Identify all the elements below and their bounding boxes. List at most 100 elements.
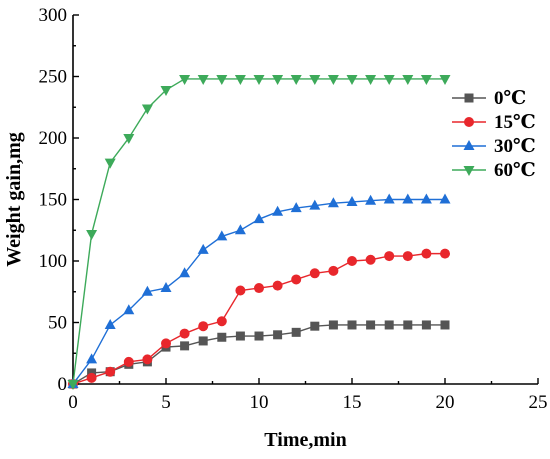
data-point bbox=[253, 213, 265, 224]
data-point bbox=[67, 380, 79, 390]
x-tick-label: 5 bbox=[161, 392, 171, 413]
data-point bbox=[383, 193, 395, 204]
data-point bbox=[160, 282, 172, 293]
data-point bbox=[291, 327, 301, 337]
data-point bbox=[421, 248, 432, 259]
data-point bbox=[309, 199, 321, 210]
legend-item: 30℃ bbox=[452, 136, 536, 157]
data-point bbox=[197, 74, 209, 85]
legend-marker bbox=[464, 93, 474, 103]
data-point bbox=[439, 74, 451, 85]
series-2 bbox=[67, 193, 451, 388]
data-point bbox=[104, 318, 116, 329]
legend-marker bbox=[463, 140, 475, 150]
y-tick-label: 0 bbox=[58, 374, 68, 395]
data-point bbox=[160, 86, 172, 97]
y-tick-label: 300 bbox=[39, 5, 68, 26]
data-point bbox=[86, 372, 97, 383]
y-tick-label: 250 bbox=[39, 67, 68, 88]
legend-marker bbox=[463, 166, 475, 176]
legend-item: 0℃ bbox=[452, 88, 526, 109]
x-tick-label: 15 bbox=[343, 392, 362, 413]
data-point bbox=[180, 341, 190, 351]
data-point bbox=[198, 321, 209, 332]
x-tick-label: 25 bbox=[529, 392, 548, 413]
y-tick-label: 200 bbox=[39, 128, 68, 149]
data-point bbox=[234, 74, 246, 85]
data-point bbox=[439, 193, 451, 204]
data-point bbox=[402, 193, 414, 204]
legend-marker bbox=[464, 117, 474, 127]
x-axis-title: Time,min bbox=[264, 429, 346, 451]
data-point bbox=[403, 320, 413, 330]
data-point bbox=[105, 366, 116, 377]
data-point bbox=[104, 158, 116, 169]
data-point bbox=[272, 205, 284, 216]
data-point bbox=[383, 74, 395, 85]
data-point bbox=[141, 285, 153, 296]
data-point bbox=[198, 336, 208, 346]
data-point bbox=[291, 274, 302, 285]
data-point bbox=[421, 320, 431, 330]
data-point bbox=[86, 229, 98, 240]
legend: 0℃ 15℃ 30℃ 60℃ bbox=[452, 88, 536, 181]
data-point bbox=[179, 328, 190, 339]
data-point bbox=[272, 280, 283, 291]
data-point bbox=[254, 283, 264, 294]
data-point bbox=[328, 320, 338, 330]
data-point bbox=[347, 320, 357, 330]
data-point bbox=[328, 265, 339, 276]
data-point bbox=[420, 193, 432, 204]
data-point bbox=[347, 256, 357, 266]
data-point bbox=[272, 74, 284, 85]
data-point bbox=[216, 316, 227, 327]
data-point bbox=[123, 356, 134, 367]
legend-item: 60℃ bbox=[452, 160, 536, 181]
data-point bbox=[235, 285, 246, 296]
data-point bbox=[254, 331, 264, 341]
data-point bbox=[197, 243, 209, 254]
y-axis-title: Weight gain,mg bbox=[3, 132, 25, 266]
data-point bbox=[309, 268, 320, 279]
data-point bbox=[290, 202, 302, 213]
data-point bbox=[234, 224, 246, 235]
data-point bbox=[179, 74, 191, 85]
data-point bbox=[309, 74, 321, 85]
data-point bbox=[123, 134, 135, 144]
legend-label: 15℃ bbox=[494, 112, 536, 133]
x-tick-label: 10 bbox=[250, 392, 269, 413]
series-1 bbox=[68, 248, 450, 389]
data-point bbox=[402, 251, 413, 262]
data-point bbox=[402, 74, 414, 85]
data-point bbox=[179, 267, 191, 278]
data-point bbox=[384, 320, 394, 330]
data-point bbox=[384, 251, 395, 262]
data-point bbox=[310, 321, 320, 331]
data-point bbox=[346, 195, 358, 206]
data-point bbox=[366, 320, 376, 330]
x-tick-label: 0 bbox=[68, 392, 78, 413]
data-point bbox=[141, 104, 153, 115]
legend-label: 60℃ bbox=[494, 160, 536, 181]
data-point bbox=[161, 338, 171, 349]
y-tick-label: 150 bbox=[39, 190, 68, 211]
data-point bbox=[327, 74, 339, 85]
series-3 bbox=[67, 74, 451, 390]
legend-label: 30℃ bbox=[494, 136, 536, 157]
series-layer bbox=[67, 74, 451, 390]
data-point bbox=[440, 248, 450, 259]
data-point bbox=[123, 304, 135, 315]
data-point bbox=[86, 353, 98, 364]
data-point bbox=[440, 320, 450, 330]
data-point bbox=[346, 74, 358, 85]
data-point bbox=[216, 230, 228, 241]
data-point bbox=[327, 197, 339, 208]
data-point bbox=[365, 194, 377, 205]
x-tick-label: 20 bbox=[436, 392, 455, 413]
legend-label: 0℃ bbox=[494, 88, 526, 109]
data-point bbox=[290, 74, 302, 85]
data-point bbox=[420, 74, 432, 85]
y-tick-label: 100 bbox=[39, 251, 68, 272]
